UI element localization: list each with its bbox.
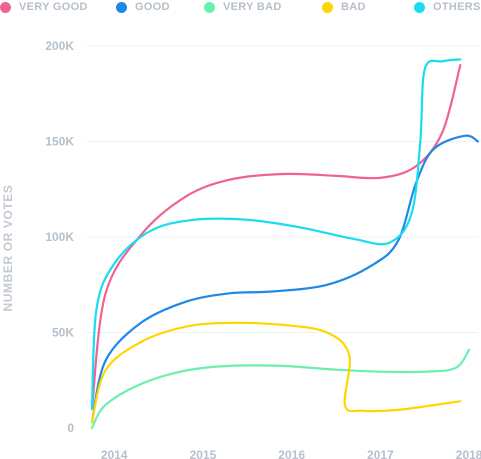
- legend-dot-icon: [204, 1, 215, 13]
- legend-item-very-bad[interactable]: VERY BAD: [204, 0, 282, 14]
- x-tick-label: 2015: [190, 448, 217, 459]
- x-tick-label: 2014: [101, 448, 128, 459]
- legend-item-very-good[interactable]: VERY GOOD: [0, 0, 88, 14]
- legend-label: OTHERS: [433, 1, 481, 13]
- legend-item-others[interactable]: OTHERS: [414, 0, 481, 14]
- legend-dot-icon: [0, 1, 11, 13]
- series-line-very-good: [90, 63, 462, 410]
- y-tick-label: 0: [67, 421, 74, 435]
- y-tick-label: 150K: [45, 135, 74, 149]
- legend-dot-icon: [116, 1, 127, 13]
- series-line-very-bad: [90, 348, 471, 430]
- series-line-good: [90, 134, 480, 424]
- legend-label: VERY BAD: [223, 1, 282, 13]
- series-line-bad: [90, 321, 462, 424]
- legend-dot-icon: [414, 1, 425, 13]
- x-tick-label: 2017: [367, 448, 394, 459]
- y-tick-label: 200K: [45, 39, 74, 53]
- legend-item-bad[interactable]: BAD: [322, 0, 366, 14]
- y-tick-label: 50K: [52, 326, 74, 340]
- y-tick-label: 100K: [45, 230, 74, 244]
- legend-dot-icon: [322, 1, 333, 13]
- legend-label: BAD: [341, 1, 366, 13]
- x-tick-label: 2016: [278, 448, 305, 459]
- legend-label: VERY GOOD: [19, 1, 88, 13]
- series-line-others: [90, 58, 462, 410]
- y-axis-title: NUMBER OR VOTES: [1, 184, 15, 311]
- legend-item-good[interactable]: GOOD: [116, 0, 170, 14]
- legend-label: GOOD: [135, 1, 170, 13]
- chart-legend: VERY GOOD GOOD VERY BAD BAD OTHERS: [0, 0, 481, 14]
- x-tick-label: 2018: [456, 448, 481, 459]
